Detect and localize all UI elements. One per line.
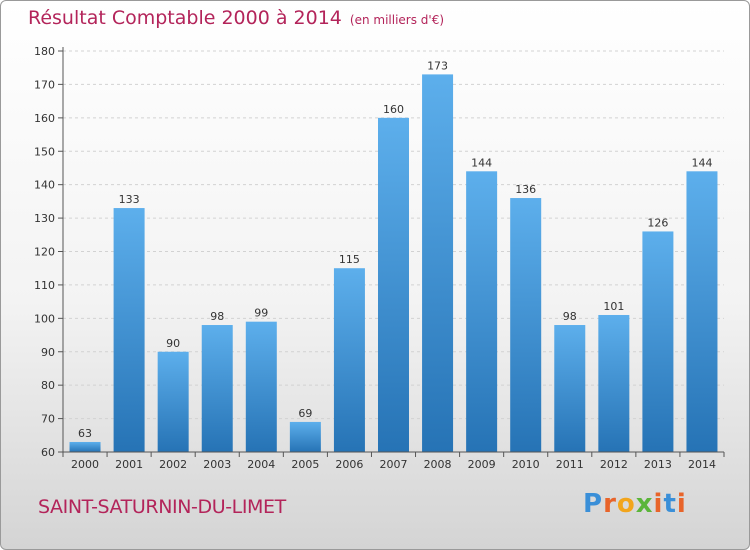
bar-2005 [289,421,321,452]
bar-2007 [378,117,409,452]
y-tick-label: 120 [34,246,55,259]
y-tick-label: 150 [34,145,55,158]
value-label-2006: 115 [339,253,360,266]
value-label-2001: 133 [119,193,140,206]
x-tick-label-2005: 2005 [291,458,319,471]
bar-2009 [466,171,498,453]
labels: 60 70 80 90 100 110 120 130 140 150 160 170 180 63 200… [34,45,716,471]
logo-letter: r [603,489,617,519]
y-tick-label: 110 [34,279,55,292]
bar-2003 [201,325,233,452]
logo-letter: x [635,489,654,519]
x-tick-label-2010: 2010 [512,458,540,471]
x-tick-label-2002: 2002 [159,458,187,471]
value-label-2007: 160 [383,103,404,116]
bar-2011 [554,325,586,452]
y-tick-label: 180 [34,45,55,58]
bar-2012 [598,314,630,452]
value-label-2003: 98 [210,310,224,323]
x-tick-label-2014: 2014 [688,458,716,471]
chart-title: Résultat Comptable 2000 à 2014 (en millie… [28,7,444,29]
x-tick-label-2001: 2001 [115,458,143,471]
x-tick-label-2003: 2003 [203,458,231,471]
bar-2004 [245,321,277,452]
axes [58,47,725,457]
value-label-2014: 144 [691,156,712,169]
value-label-2005: 69 [298,407,312,420]
logo-letter: P [583,489,604,519]
chart-unit: (en milliers d'€) [349,13,445,27]
y-tick-label: 70 [41,413,55,426]
proxiti-logo: Proxiti [583,489,687,519]
value-label-2002: 90 [166,337,180,350]
value-label-2004: 99 [254,307,268,320]
value-label-2011: 98 [563,310,577,323]
value-label-2012: 101 [603,300,624,313]
y-tick-label: 100 [34,312,55,325]
bar-2013 [642,231,674,452]
logo-letter: o [616,489,636,519]
y-tick-label: 130 [34,212,55,225]
bar-2002 [157,351,189,452]
x-tick-label-2006: 2006 [335,458,363,471]
x-tick-label-2013: 2013 [644,458,672,471]
logo-letter: t [663,489,677,519]
value-label-2009: 144 [471,156,492,169]
value-label-2008: 173 [427,59,448,72]
x-tick-label-2004: 2004 [247,458,275,471]
logo-letter: i [653,489,664,519]
y-tick-label: 60 [41,446,55,459]
x-tick-label-2009: 2009 [468,458,496,471]
value-label-2000: 63 [78,427,92,440]
bar-2006 [333,268,365,452]
bar-2008 [422,74,454,453]
x-tick-label-2007: 2007 [380,458,408,471]
commune-name: SAINT-SATURNIN-DU-LIMET [38,496,286,518]
bars [69,74,718,453]
y-tick-label: 140 [34,179,55,192]
y-tick-label: 80 [41,379,55,392]
y-tick-label: 170 [34,78,55,91]
bar-2010 [510,198,542,452]
x-tick-label-2008: 2008 [424,458,452,471]
y-tick-label: 160 [34,112,55,125]
y-tick-label: 90 [41,346,55,359]
x-tick-label-2012: 2012 [600,458,628,471]
x-tick-label-2011: 2011 [556,458,584,471]
chart-title-text: Résultat Comptable 2000 à 2014 [28,7,342,29]
bar-2001 [113,208,145,452]
bar-2000 [69,441,101,452]
logo-letter: i [676,489,687,519]
value-label-2013: 126 [647,216,668,229]
value-label-2010: 136 [515,183,536,196]
bar-2014 [686,171,718,453]
x-tick-label-2000: 2000 [71,458,99,471]
